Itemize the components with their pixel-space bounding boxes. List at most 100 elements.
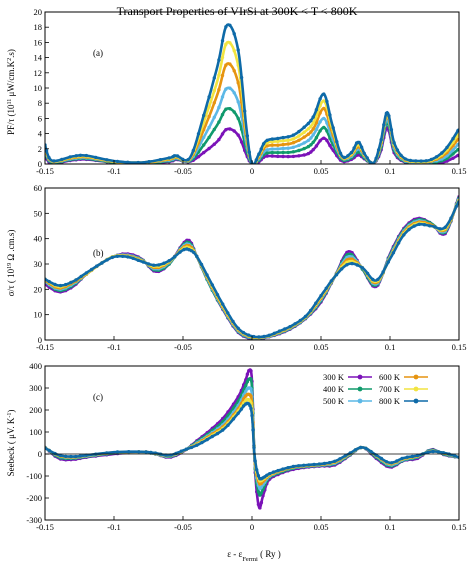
panel-c-marker [53,451,57,456]
panel-b-marker [53,282,57,287]
panel-b-marker [58,283,63,288]
panel-a-marker [399,153,403,157]
panel-a-ylabel-main: PF/τ (10 [6,104,16,135]
panel-a-marker [191,148,195,153]
panel-b-marker [226,311,230,315]
panel-b-marker [167,259,171,263]
panel-c-ytick-label: 200 [29,405,42,415]
panel-b-marker [195,254,199,259]
panel-a-marker [217,137,221,142]
panel-c-marker [256,474,261,478]
panel-c-marker [426,450,430,454]
panel-b-marker [221,302,225,306]
panel-b-marker [146,262,151,266]
panel-a-marker [217,120,221,124]
panel-a-marker [276,151,280,155]
panel-c-marker [249,377,253,381]
panel-c-marker [271,470,276,474]
panel-a-marker [259,147,263,151]
panel-a-marker [352,146,356,150]
panel-a-marker [167,156,171,160]
panel-b-xtick-label: -0.15 [36,342,54,352]
panel-a-marker [325,99,329,104]
panel-b-marker [246,333,251,337]
panel-b-marker [319,294,323,298]
panel-a-marker [270,150,274,155]
panel-b-marker [173,255,177,259]
panel-a-marker [302,125,306,129]
panel-a-marker [382,123,386,127]
panel-b-tag: (b) [93,248,104,258]
panel-c-marker [415,453,420,458]
panel-a-ylabel: PF/τ (1011 μW/cm.K2.s) [6,49,16,135]
panel-a-marker [207,146,211,151]
legend-label: 800 K [379,396,401,406]
panel-a-ylabel-sup2: 2 [7,58,13,61]
panel-c-marker [200,440,204,445]
panel-a-marker [232,129,236,133]
panel-b-marker [241,330,246,335]
panel-b-ylabel-sup: 19 [7,263,13,269]
panel-a-marker [318,129,322,133]
panel-a-marker [105,158,109,162]
panel-c-marker [258,506,262,510]
panel-b-ytick-label: 20 [34,284,43,294]
panel-b-marker [105,258,109,262]
panel-b-xtick-label: -0.1 [107,342,120,352]
panel-c-marker [400,456,404,461]
panel-c-marker [307,463,311,467]
panel-a-marker [318,120,322,124]
panel-b-marker [267,333,271,337]
panel-a-marker [440,151,444,155]
panel-b-marker [79,274,83,279]
panel-a-marker [224,25,228,29]
panel-a-marker [224,128,228,132]
panel-a-marker [212,127,216,132]
panel-a-marker [379,138,383,142]
panel-a-marker [180,157,185,161]
panel-c-ytick-label: 0 [38,449,42,459]
panel-a-marker [451,156,455,160]
panel-a-marker [217,105,221,110]
panel-c-marker [379,456,384,461]
panel-b-marker [412,224,416,228]
panel-a-marker [297,138,301,142]
panel-a-marker [318,97,322,101]
panel-a-marker [74,154,78,158]
panel-b-marker [182,247,186,252]
panel-b-marker [110,255,115,260]
panel-a-marker [291,150,296,154]
panel-a-marker [311,148,315,152]
panel-a-marker [309,130,313,134]
panel-c-tag: (c) [93,392,103,402]
panel-b-marker [454,204,459,208]
panel-b-xtick-label: 0 [250,342,254,352]
panel-b-ytick-label: 10 [34,310,43,320]
panel-a-marker [286,154,290,159]
panel-a-marker [297,143,301,148]
panel-a-tag: (a) [93,48,103,58]
panel-a-marker [265,151,269,155]
panel-a-marker [297,154,301,158]
panel-a-marker [325,121,329,125]
panel-b-frame [44,187,460,341]
panel-b-marker [402,233,406,237]
panel-a-marker [126,160,130,164]
panel-c-marker [259,500,264,505]
panel-a-xtick-label: 0.1 [385,166,396,176]
panel-b-marker [120,254,125,258]
panel-a-marker [456,129,459,133]
panel-a-marker [232,110,236,114]
panel-a-marker [322,92,326,96]
panel-a-marker [217,73,221,77]
panel-a-marker [212,76,216,80]
panel-b-marker [100,261,104,265]
panel-b-marker [74,278,78,282]
panel-a-marker [309,136,313,140]
panel-a-marker [228,86,232,90]
panel-c-marker [256,502,261,507]
panel-a-marker [451,148,455,152]
panel-a-marker [376,148,381,152]
panel-a-marker [403,157,407,161]
panel-a-marker [207,135,211,140]
